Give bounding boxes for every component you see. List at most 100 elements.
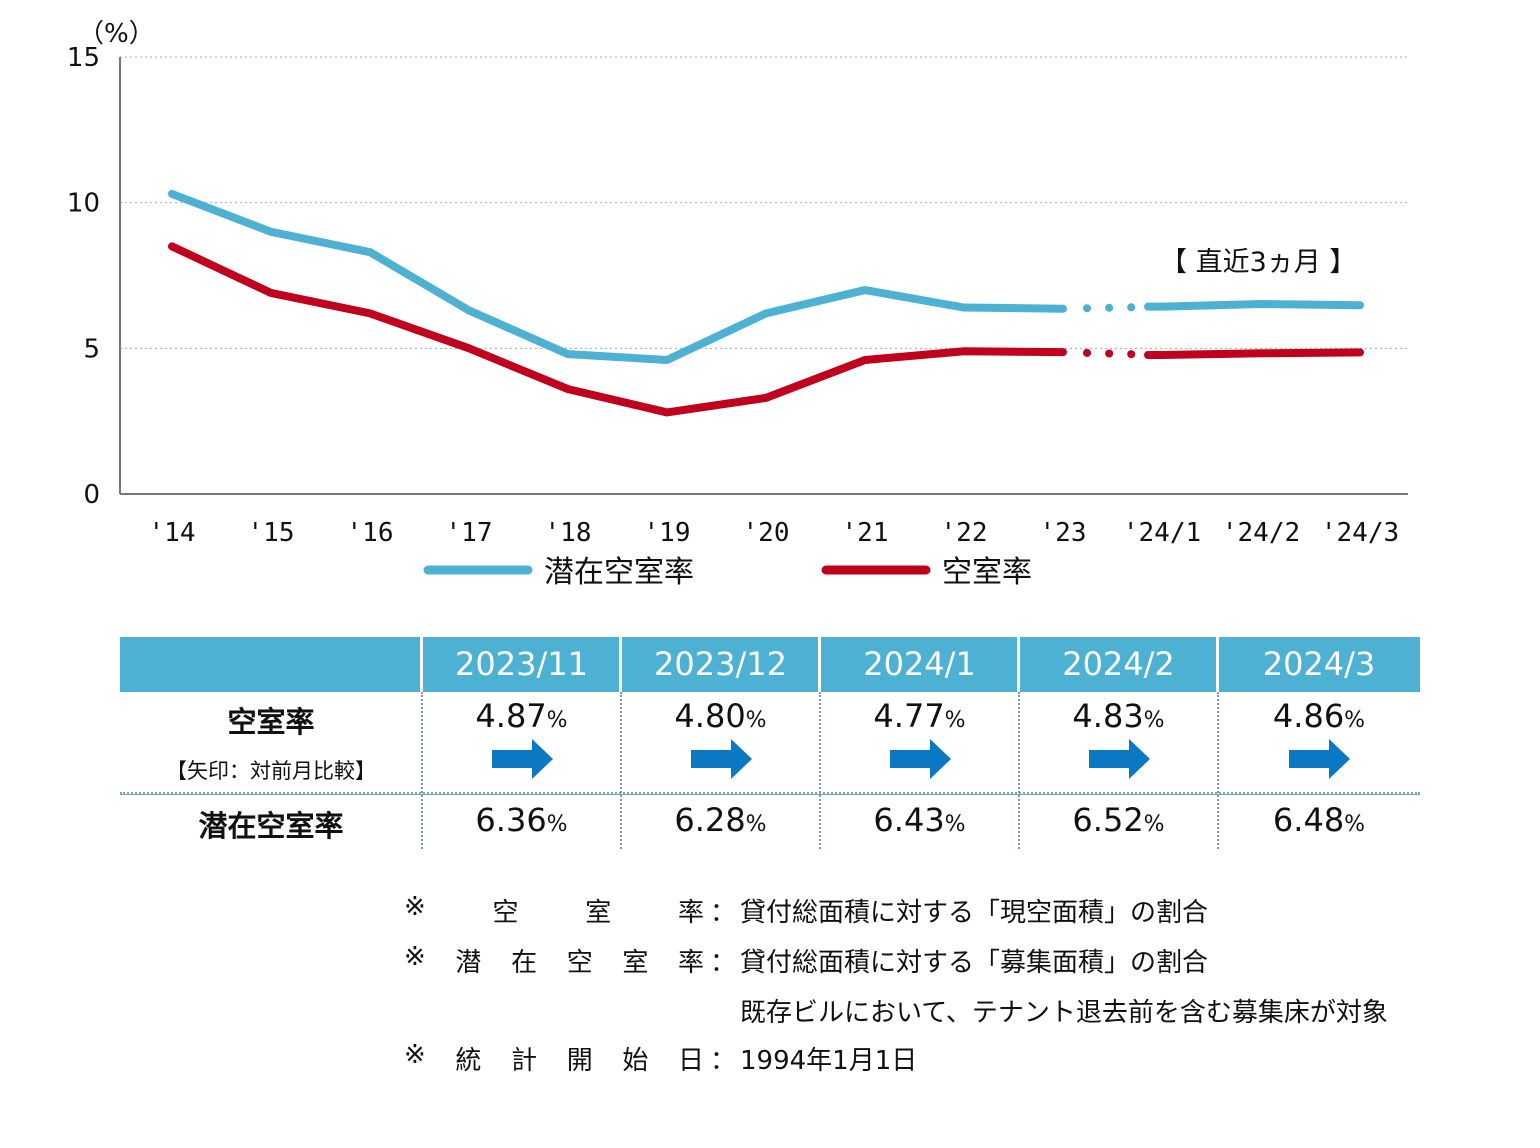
- potential-vacancy-rate-value: 6.43%: [820, 801, 1019, 839]
- x-tick-label: '16: [347, 518, 394, 548]
- x-tick-label: '22: [941, 518, 988, 548]
- potential-vacancy-rate-value: 6.52%: [1019, 801, 1218, 839]
- right-arrow-icon: [1289, 739, 1350, 779]
- note-key-char: 室: [622, 948, 649, 978]
- right-arrow-icon: [690, 739, 752, 779]
- vacancy-rate-value: 4.87%: [422, 697, 621, 735]
- y-tick-label: 15: [67, 43, 100, 73]
- y-tick-label: 5: [83, 334, 100, 364]
- x-tick-label: '15: [248, 518, 295, 548]
- table-header-cell: 2024/3: [1262, 645, 1376, 683]
- header-separator: [1216, 637, 1219, 692]
- right-arrow-icon: [1088, 739, 1150, 779]
- note-key-char: 空: [492, 898, 519, 928]
- header-separator: [420, 637, 423, 692]
- note-key-char: 在: [511, 948, 538, 978]
- percent-sign: %: [546, 708, 568, 733]
- row-separator: [120, 792, 1420, 795]
- percent-sign: %: [745, 708, 767, 733]
- vacancy-rate-value: 4.83%: [1019, 697, 1218, 735]
- note-key-char: 日: [677, 1046, 704, 1076]
- column-separator: [421, 692, 423, 849]
- note-value: 貸付総面積に対する「現空面積」の割合: [740, 898, 1209, 928]
- percent-sign: %: [745, 812, 767, 837]
- note-key: ※ 潜在空室率: [404, 942, 704, 979]
- vacancy-rate-line-chart: （%） 0 5 10 15 '14 '15 '16 '17 '18 '19 '20 '21 '22 '2…: [67, 19, 1408, 590]
- note-key: ※ 空 室 率: [404, 892, 704, 929]
- vacancy-rate-value: 4.77%: [820, 697, 1019, 735]
- x-tick-label: '20: [743, 518, 790, 548]
- note-key-char: 室: [585, 898, 612, 928]
- series-lines: [168, 189, 1364, 417]
- table-header-cell: 2024/2: [1062, 645, 1175, 683]
- series-line-gap-dotted: [1083, 303, 1142, 313]
- row-label-potential-vacancy: 潜在空室率: [198, 809, 344, 843]
- potential-vacancy-rate-value: 6.36%: [422, 801, 621, 839]
- column-separator: [819, 692, 821, 849]
- series-line-gap-dotted: [1083, 348, 1142, 359]
- column-separator: [1018, 692, 1020, 849]
- column-separator: [1217, 692, 1219, 849]
- note-colon: ：: [710, 898, 737, 928]
- y-tick-label: 10: [67, 189, 100, 219]
- x-tick-label: '23: [1040, 518, 1087, 548]
- right-arrow-icon: [491, 739, 553, 779]
- value-number: 4.80: [674, 697, 746, 735]
- table-header-cell: 2024/1: [863, 645, 976, 683]
- table-header-cell: 2023/12: [654, 645, 787, 683]
- value-number: 6.28: [674, 801, 746, 839]
- header-separator: [619, 637, 622, 692]
- note-colon: ：: [710, 1046, 737, 1076]
- note-key-char: ※: [404, 942, 426, 972]
- header-separator: [1017, 637, 1020, 692]
- value-number: 4.86: [1272, 697, 1345, 735]
- row-sublabel-arrow-note: 【矢印：対前月比較】: [166, 759, 376, 783]
- note-value: 貸付総面積に対する「募集面積」の割合: [740, 948, 1209, 978]
- vacancy-rate-value: 4.86%: [1218, 697, 1420, 735]
- value-number: 4.83: [1072, 697, 1144, 735]
- percent-sign: %: [944, 812, 966, 837]
- percent-sign: %: [944, 708, 966, 733]
- x-tick-label: '17: [446, 518, 493, 548]
- series-line-annual: [168, 189, 1067, 364]
- table-header-cell: 2023/11: [455, 645, 588, 683]
- percent-sign: %: [1143, 812, 1165, 837]
- x-tick-label: '24/1: [1123, 518, 1201, 548]
- value-number: 6.43: [873, 801, 945, 839]
- note-colon: ：: [710, 948, 737, 978]
- percent-sign: %: [1344, 708, 1366, 733]
- percent-sign: %: [546, 812, 568, 837]
- note-key: ※ 統計開始日: [404, 1040, 704, 1077]
- note-key-char: 空: [566, 948, 593, 978]
- x-tick-label: '24/3: [1321, 518, 1399, 548]
- potential-vacancy-rate-value: 6.28%: [621, 801, 820, 839]
- x-tick-label: '19: [644, 518, 691, 548]
- note-key-char: 潜: [455, 948, 482, 978]
- legend-label: 空室率: [942, 555, 1032, 590]
- value-number: 6.36: [475, 801, 547, 839]
- legend-label: 潜在空室率: [544, 555, 694, 590]
- potential-vacancy-rate-value: 6.48%: [1218, 801, 1420, 839]
- note-value: 既存ビルにおいて、テナント退去前を含む募集床が対象: [740, 998, 1388, 1028]
- value-number: 4.87: [475, 697, 547, 735]
- y-tick-labels: 0 5 10 15: [67, 43, 100, 510]
- note-key-char: 率: [677, 898, 704, 928]
- value-number: 6.48: [1272, 801, 1345, 839]
- x-tick-label: '21: [842, 518, 889, 548]
- y-unit-label: （%）: [78, 19, 155, 49]
- row-label-vacancy: 空室率: [227, 705, 315, 739]
- series-line-recent: [1144, 348, 1364, 360]
- note-key-char: ※: [404, 892, 426, 922]
- x-tick-label: '24/2: [1222, 518, 1300, 548]
- note-key-char: 始: [622, 1046, 649, 1076]
- percent-sign: %: [1344, 812, 1366, 837]
- x-tick-labels: '14 '15 '16 '17 '18 '19 '20 '21 '22 '23 '24/1 '24/2…: [149, 518, 1400, 548]
- note-value: 1994年1月1日: [740, 1046, 918, 1076]
- percent-sign: %: [1143, 708, 1165, 733]
- table-header-row: 2023/11 2023/12 2024/1 2024/2 2024/3: [120, 637, 1420, 692]
- legend: 潜在空室率 空室率: [423, 555, 1032, 590]
- value-number: 6.52: [1072, 801, 1144, 839]
- note-key-char: 開: [566, 1046, 593, 1076]
- vacancy-rate-value: 4.80%: [621, 697, 820, 735]
- series-line-annual: [168, 242, 1067, 417]
